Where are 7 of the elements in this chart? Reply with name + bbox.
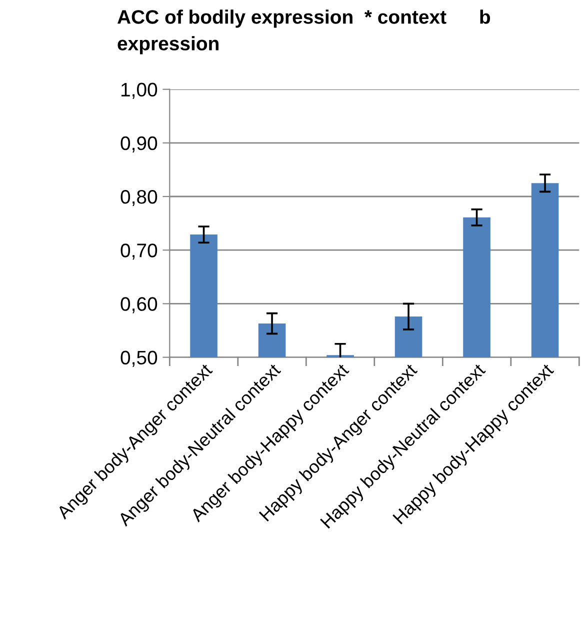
y-tick-label: 0,60 xyxy=(120,297,158,314)
y-tick-label: 0,80 xyxy=(120,190,158,206)
y-tick-label: 0,50 xyxy=(120,350,158,367)
y-tick-label: 1,00 xyxy=(121,82,158,99)
chart-title: ACC of bodily expression * context b expression xyxy=(117,10,490,54)
y-tick-label: 0,70 xyxy=(120,244,158,260)
y-tick-label: 0,90 xyxy=(120,136,158,152)
